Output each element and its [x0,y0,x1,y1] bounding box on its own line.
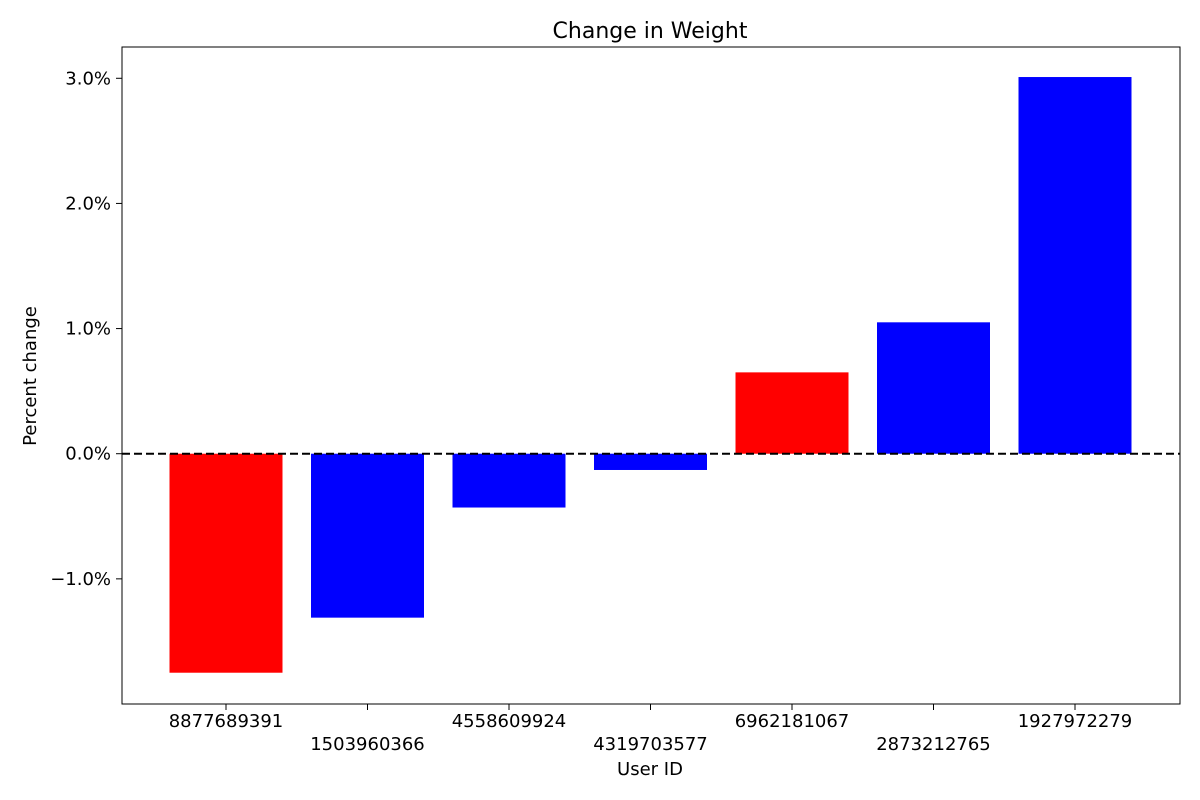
bar-1927972279 [1018,77,1132,454]
x-tick-label: 1503960366 [310,734,425,755]
x-tick-label: 8877689391 [169,711,284,732]
x-tick-label: 4558609924 [452,711,567,732]
x-tick-label: 2873212765 [876,734,991,755]
x-tick-label: 1927972279 [1018,711,1133,732]
bar-1503960366 [311,453,424,618]
y-axis-label: Percent change [20,306,41,446]
x-axis-ticks: 8877689391 1503960366 4558609924 4319703577… [169,704,1133,755]
y-tick-label: 1.0% [65,319,111,340]
y-axis-ticks: −1.0% 0.0% 1.0% 2.0% 3.0% [50,68,122,590]
chart-title: Change in Weight [553,19,748,44]
y-tick-label: 3.0% [65,68,111,89]
bar-6962181067 [735,372,849,454]
x-tick-label: 4319703577 [593,734,708,755]
y-tick-label: 0.0% [65,444,111,465]
bar-4558609924 [452,453,566,508]
bar-4319703577 [594,453,707,470]
bars-group [169,77,1132,673]
y-tick-label: −1.0% [50,569,111,590]
x-axis-label: User ID [617,759,683,780]
bar-8877689391 [169,453,283,673]
y-tick-label: 2.0% [65,193,111,214]
bar-2873212765 [877,322,990,454]
x-tick-label: 6962181067 [735,711,850,732]
